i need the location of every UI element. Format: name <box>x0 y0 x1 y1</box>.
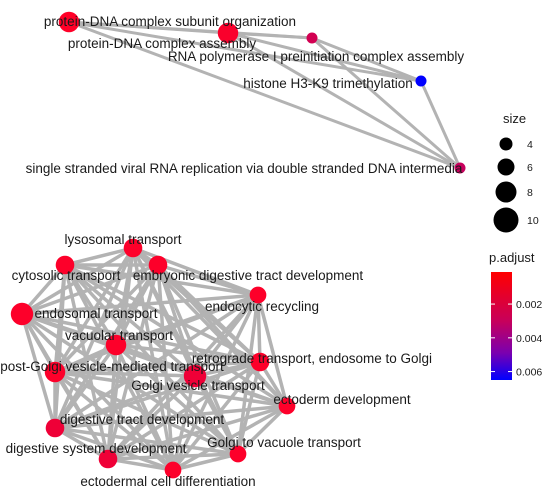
padj-legend-title: p.adjust <box>489 250 535 265</box>
node-label-m14: ectodermal cell differentiation <box>80 474 255 489</box>
size-legend-title: size <box>503 111 526 126</box>
labels-layer: protein-DNA complex subunit organization… <box>0 14 464 489</box>
size-legend-circle-8 <box>496 182 517 203</box>
padj-tick-label-1: 0.004 <box>516 333 542 345</box>
node-label-n1: protein-DNA complex subunit organization <box>44 14 296 29</box>
node-label-m7: post-Golgi vesicle-mediated transport <box>0 359 224 374</box>
node-label-m8: retrograde transport, endosome to Golgi <box>192 351 432 366</box>
node-label-m11: digestive tract development <box>60 412 225 427</box>
size-legend: size 4 6 8 10 <box>494 111 539 233</box>
padj-tick-label-0: 0.002 <box>516 299 542 311</box>
node-label-n5: single stranded viral RNA replication vi… <box>26 161 463 176</box>
padj-colorbar <box>491 272 512 380</box>
node-label-m12: Golgi to vacuole transport <box>207 435 361 450</box>
padj-tick-label-2: 0.006 <box>516 367 542 379</box>
node-label-m10: ectoderm development <box>273 392 411 407</box>
node-label-m5: endosomal transport <box>34 306 157 321</box>
size-legend-circle-4 <box>500 138 513 151</box>
node-label-m6: vacuolar transport <box>65 328 173 343</box>
size-legend-circle-6 <box>498 159 515 176</box>
node-label-m13: digestive system development <box>6 441 187 456</box>
size-legend-label-4: 4 <box>527 139 533 151</box>
node-n3[interactable] <box>307 33 318 44</box>
node-label-m2: cytosolic transport <box>12 268 121 283</box>
node-label-n4: histone H3-K9 trimethylation <box>243 76 413 91</box>
node-label-m4: endocytic recycling <box>205 299 319 314</box>
size-legend-label-8: 8 <box>527 187 533 199</box>
size-legend-label-10: 10 <box>527 215 539 227</box>
node-label-m1: lysosomal transport <box>64 232 181 247</box>
node-label-m3: embryonic digestive tract development <box>133 268 364 283</box>
node-m5[interactable] <box>11 303 33 325</box>
node-label-m9: Golgi vesicle transport <box>131 378 265 393</box>
size-legend-circle-10 <box>494 208 519 233</box>
size-legend-label-6: 6 <box>527 162 533 174</box>
padj-legend: p.adjust 0.002 0.004 0.006 <box>489 250 542 380</box>
node-n4[interactable] <box>416 76 427 87</box>
node-label-n3: RNA polymerase I preinitiation complex a… <box>168 49 465 64</box>
